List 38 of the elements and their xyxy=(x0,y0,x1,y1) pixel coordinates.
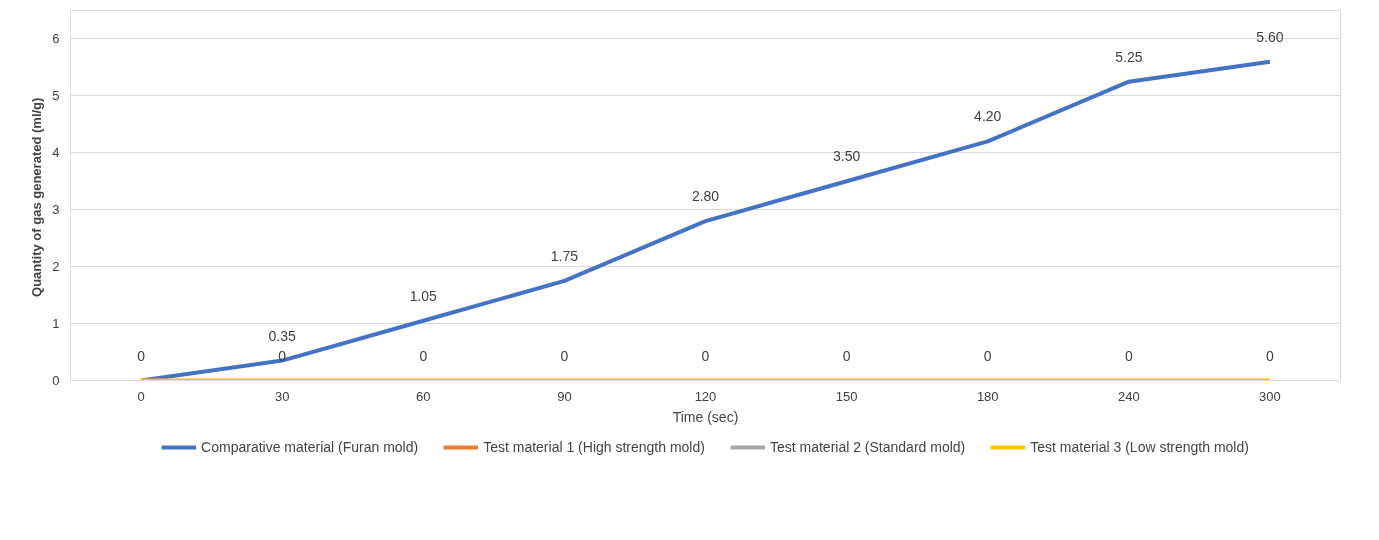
x-tick-label: 240 xyxy=(1117,388,1140,404)
data-label: 4.20 xyxy=(974,108,1002,125)
data-label: 2.80 xyxy=(691,188,720,205)
data-label: 0 xyxy=(560,347,569,364)
legend-label: Comparative material (Furan mold) xyxy=(201,439,419,455)
y-axis-title: Quantity of gas generated (ml/g) xyxy=(29,97,45,297)
x-tick-label: 0 xyxy=(137,388,145,404)
x-tick-label: 60 xyxy=(416,388,431,404)
x-tick-label: 120 xyxy=(694,388,717,404)
data-label: 0 xyxy=(701,347,710,364)
x-tick-label: 90 xyxy=(557,388,572,404)
legend-label: Test material 2 (Standard mold) xyxy=(769,439,966,455)
data-label: 5.25 xyxy=(1115,48,1143,65)
data-label: 1.05 xyxy=(409,287,438,304)
y-tick-label: 4 xyxy=(52,145,60,161)
y-tick-label: 2 xyxy=(52,259,60,275)
y-tick-label: 3 xyxy=(52,202,60,218)
x-tick-label: 300 xyxy=(1259,388,1281,404)
data-label: 0 xyxy=(1124,347,1133,364)
y-tick-label: 6 xyxy=(52,31,60,47)
data-label: 0 xyxy=(1266,347,1275,364)
legend-label: Test material 3 (Low strength mold) xyxy=(1030,439,1249,455)
y-tick-label: 0 xyxy=(52,373,60,388)
data-label: 0 xyxy=(419,347,428,364)
data-label: 0.35 xyxy=(268,327,296,344)
data-label: 0 xyxy=(842,347,851,364)
data-label: 0 xyxy=(983,347,992,364)
x-axis-title: Time (sec) xyxy=(672,408,739,425)
y-tick-label: 1 xyxy=(52,316,60,332)
data-label: 5.60 xyxy=(1256,28,1284,45)
data-label: 3.50 xyxy=(832,148,861,165)
data-label: 0 xyxy=(137,347,146,364)
y-tick-label: 5 xyxy=(52,88,60,104)
x-tick-label: 180 xyxy=(976,388,999,404)
x-tick-label: 150 xyxy=(835,388,858,404)
legend-label: Test material 1 (High strength mold) xyxy=(483,439,705,455)
x-tick-label: 30 xyxy=(274,388,290,404)
data-label: 1.75 xyxy=(550,247,579,264)
